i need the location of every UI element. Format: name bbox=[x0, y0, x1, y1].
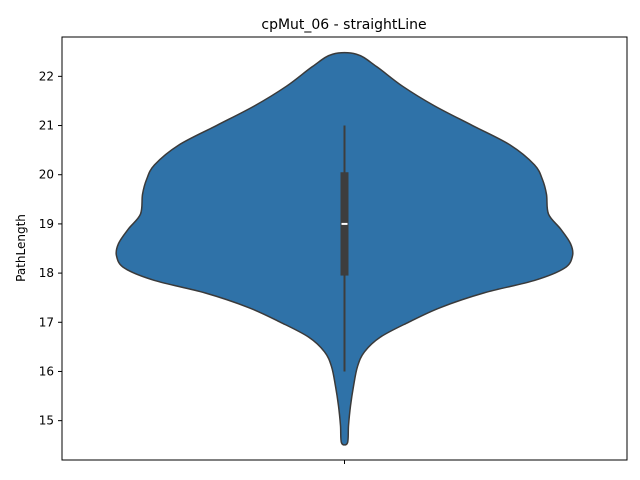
y-tick-label-21: 21 bbox=[39, 119, 54, 133]
y-tick-label-20: 20 bbox=[39, 168, 54, 182]
y-tick-label-16: 16 bbox=[39, 364, 54, 378]
y-axis: 15 16 17 18 19 20 21 22 bbox=[39, 69, 62, 428]
chart-title: cpMut_06 - straightLine bbox=[261, 17, 426, 33]
y-tick-label-18: 18 bbox=[39, 266, 54, 280]
y-tick-label-15: 15 bbox=[39, 414, 54, 428]
y-tick-label-19: 19 bbox=[39, 217, 54, 231]
y-tick-label-17: 17 bbox=[39, 315, 54, 329]
y-axis-label: PathLength bbox=[14, 214, 28, 282]
box-layer bbox=[340, 125, 349, 372]
y-tick-label-22: 22 bbox=[39, 69, 54, 83]
plot-area bbox=[61, 36, 628, 461]
